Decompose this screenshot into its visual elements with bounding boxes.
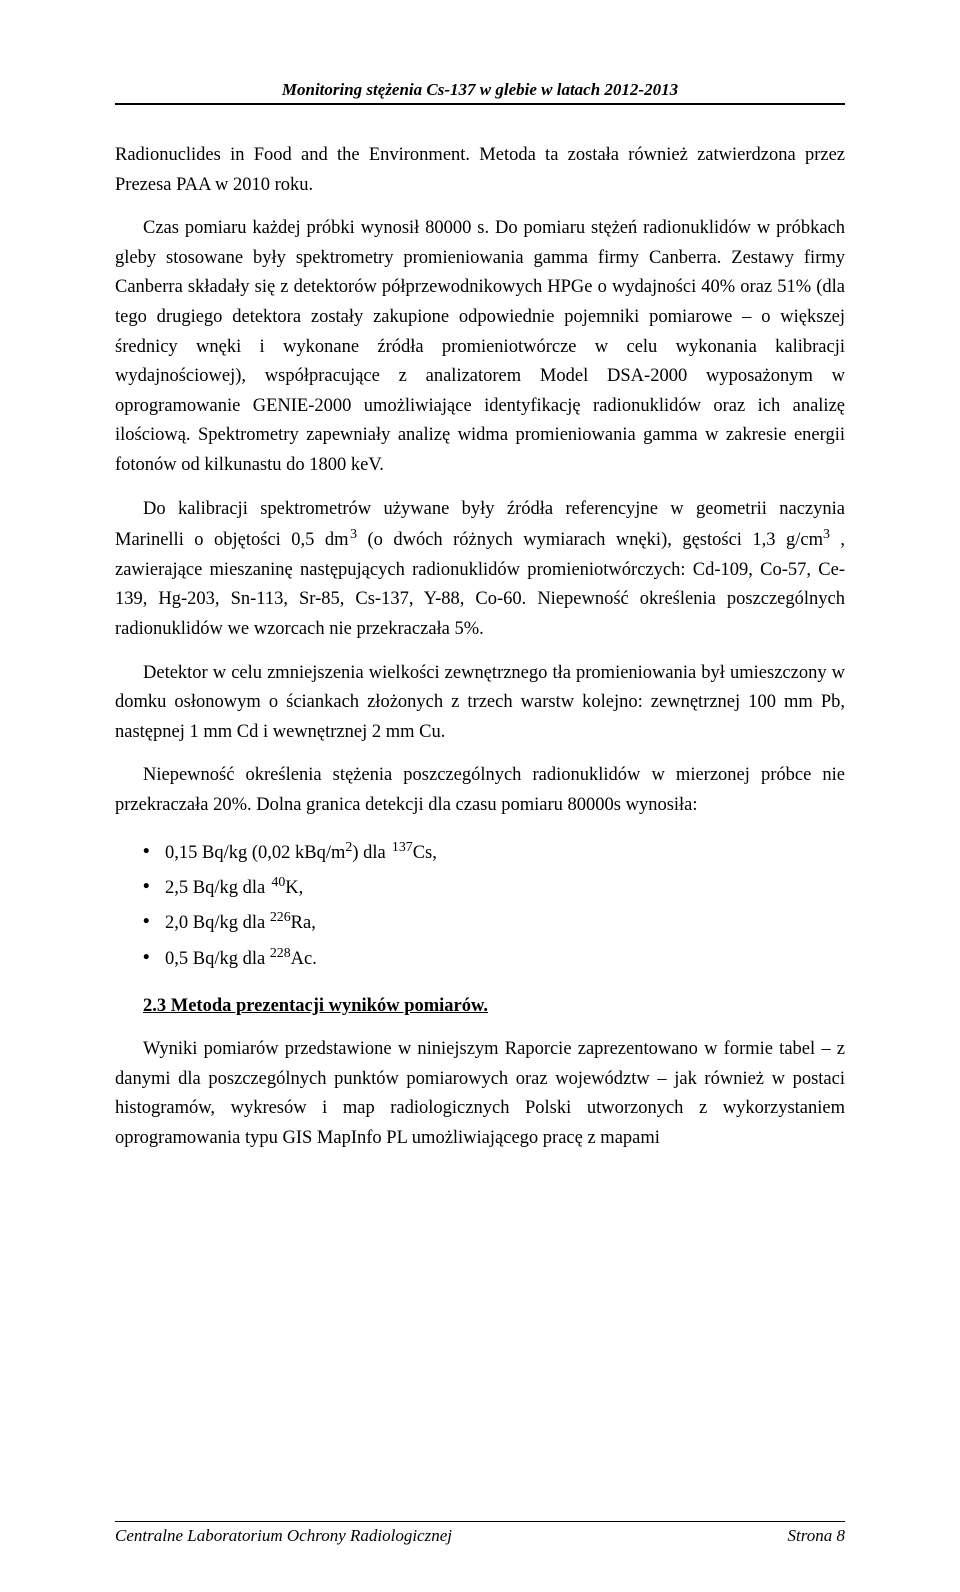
li4-b: Ac. xyxy=(291,949,317,969)
paragraph-3: Do kalibracji spektrometrów używane były… xyxy=(115,495,845,645)
sup-k: 40 xyxy=(271,875,285,890)
detection-limits-list: 0,15 Bq/kg (0,02 kBq/m2) dla 137Cs, 2,5 … xyxy=(143,835,845,977)
sup-3a: 3 xyxy=(350,527,357,542)
li1-b: ) dla xyxy=(352,843,390,863)
paragraph-1: Radionuclides in Food and the Environmen… xyxy=(115,141,845,200)
li2-a: 2,5 Bq/kg dla xyxy=(165,878,270,898)
li3-a: 2,0 Bq/kg dla xyxy=(165,914,270,934)
section-number: 2.3 xyxy=(143,996,171,1016)
list-item: 0,5 Bq/kg dla 228Ac. xyxy=(143,941,845,976)
li4-a: 0,5 Bq/kg dla xyxy=(165,949,270,969)
list-item: 0,15 Bq/kg (0,02 kBq/m2) dla 137Cs, xyxy=(143,835,845,870)
paragraph-6: Wyniki pomiarów przedstawione w niniejsz… xyxy=(115,1035,845,1153)
sup-3b: 3 xyxy=(823,527,830,542)
paragraph-4: Detektor w celu zmniejszenia wielkości z… xyxy=(115,659,845,748)
paragraph-2: Czas pomiaru każdej próbki wynosił 80000… xyxy=(115,214,845,480)
section-heading-2-3: 2.3 Metoda prezentacji wyników pomiarów. xyxy=(143,996,845,1017)
li3-b: Ra, xyxy=(291,914,316,934)
p3-part-b: (o dwóch różnych wymiarach wnęki), gęsto… xyxy=(357,530,823,550)
li1-a: 0,15 Bq/kg (0,02 kBq/m xyxy=(165,843,345,863)
sup-cs: 137 xyxy=(392,840,413,855)
li1-c: Cs, xyxy=(413,843,437,863)
footer-right: Strona 8 xyxy=(788,1526,845,1546)
li2-b: K, xyxy=(285,878,303,898)
list-item: 2,5 Bq/kg dla 40K, xyxy=(143,870,845,905)
page-footer: Centralne Laboratorium Ochrony Radiologi… xyxy=(115,1521,845,1546)
sup-ac: 228 xyxy=(270,946,291,961)
page-header: Monitoring stężenia Cs-137 w glebie w la… xyxy=(115,80,845,105)
footer-left: Centralne Laboratorium Ochrony Radiologi… xyxy=(115,1526,452,1546)
paragraph-5: Niepewność określenia stężenia poszczegó… xyxy=(115,761,845,820)
list-item: 2,0 Bq/kg dla 226Ra, xyxy=(143,905,845,940)
section-title: Metoda prezentacji wyników pomiarów. xyxy=(171,996,488,1016)
sup-ra: 226 xyxy=(270,910,291,925)
